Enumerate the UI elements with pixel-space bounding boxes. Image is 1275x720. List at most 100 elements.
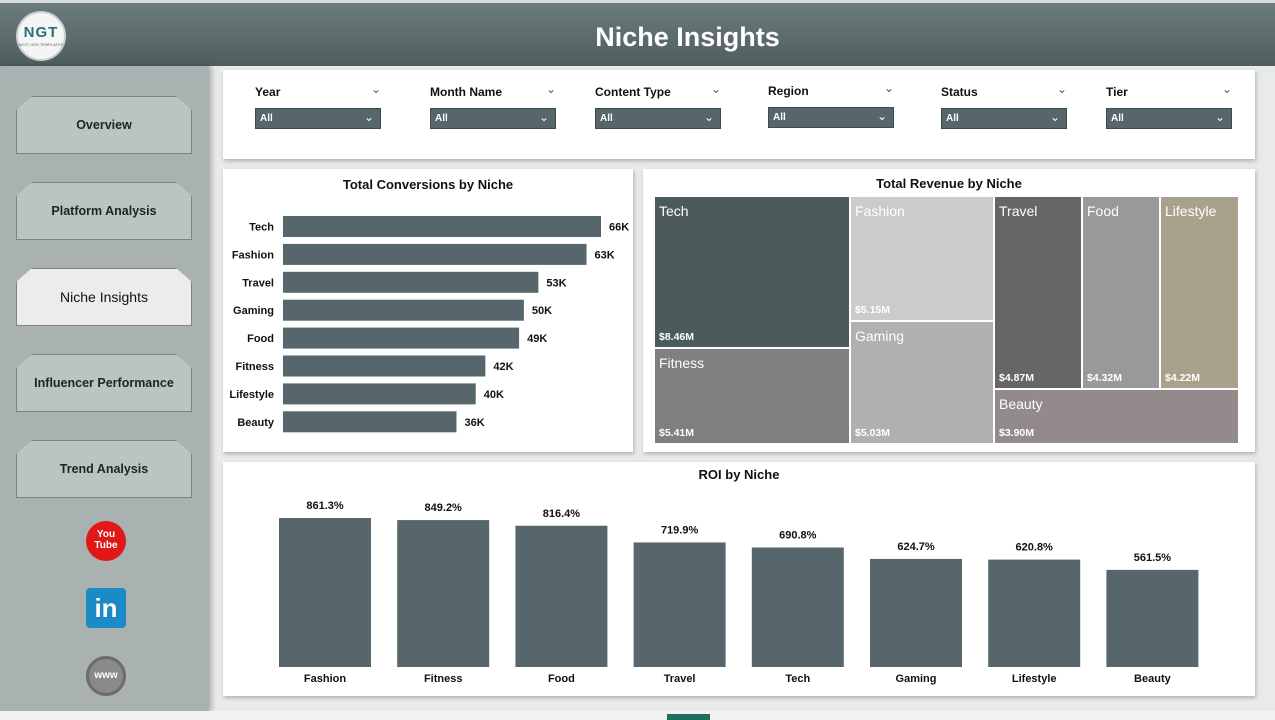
treemap-tile-label: Gaming bbox=[855, 328, 905, 344]
roi-bar[interactable] bbox=[988, 559, 1081, 667]
tier-dropdown[interactable]: All ⌄ bbox=[1106, 108, 1232, 129]
conversions-bar-chart: Tech 66K Fashion 63K Travel 53K Gaming 50K Food 4… bbox=[229, 216, 629, 433]
page-tab-bar bbox=[0, 711, 1275, 720]
logo-text: NGT bbox=[23, 24, 59, 41]
slicer-content-type-label: Content Type bbox=[595, 85, 671, 99]
youtube-icon[interactable]: You Tube bbox=[86, 521, 126, 561]
conversion-bar[interactable] bbox=[283, 271, 539, 293]
chevron-down-icon[interactable]: ⌄ bbox=[370, 82, 381, 96]
treemap-tile[interactable]: Travel $4.87M bbox=[994, 196, 1082, 389]
data-label: 66K bbox=[609, 222, 629, 234]
nav-niche-insights-button[interactable]: Niche Insights bbox=[16, 268, 192, 326]
treemap-tile[interactable]: Tech $8.46M bbox=[654, 196, 850, 348]
data-label: 50K bbox=[532, 305, 552, 317]
category-label: Fitness bbox=[235, 361, 274, 373]
treemap-tile[interactable]: Fashion $5.15M bbox=[850, 196, 994, 321]
chevron-down-icon[interactable]: ⌄ bbox=[1056, 82, 1067, 96]
slicer-status-label: Status bbox=[941, 85, 978, 99]
conversion-bar[interactable] bbox=[283, 411, 457, 433]
revenue-treemap-panel: Total Revenue by Niche Tech $8.46M Fashion… bbox=[643, 169, 1255, 452]
chevron-down-icon[interactable]: ⌄ bbox=[883, 81, 894, 95]
conversion-bar[interactable] bbox=[283, 299, 524, 321]
roi-bar[interactable] bbox=[633, 542, 726, 667]
year-dropdown[interactable]: All ⌄ bbox=[255, 108, 381, 129]
month-name-dropdown[interactable]: All ⌄ bbox=[430, 108, 556, 129]
category-label: Beauty bbox=[237, 417, 275, 429]
category-label: Fashion bbox=[304, 673, 346, 685]
linkedin-icon[interactable]: in bbox=[86, 588, 126, 628]
roi-bar[interactable] bbox=[1106, 569, 1199, 667]
chevron-down-icon: ⌄ bbox=[876, 109, 887, 123]
roi-bar[interactable] bbox=[279, 518, 371, 667]
treemap-tile[interactable]: Beauty $3.90M bbox=[994, 389, 1239, 444]
nav-trend-analysis-label: Trend Analysis bbox=[59, 462, 149, 476]
data-label: 49K bbox=[527, 333, 547, 345]
logo-subtext: NEXT GEN TEMPLATES bbox=[18, 42, 64, 47]
conversion-bar[interactable] bbox=[283, 243, 587, 265]
category-label: Tech bbox=[785, 673, 810, 685]
status-dropdown-value: All bbox=[946, 113, 959, 124]
treemap-tile[interactable]: Gaming $5.03M bbox=[850, 321, 994, 444]
status-dropdown[interactable]: All ⌄ bbox=[941, 108, 1067, 129]
website-globe-icon[interactable]: www bbox=[86, 656, 126, 696]
treemap-tile-label: Beauty bbox=[999, 396, 1043, 412]
roi-bar[interactable] bbox=[515, 525, 608, 667]
year-dropdown-value: All bbox=[260, 113, 273, 124]
treemap-tile-value: $4.87M bbox=[999, 372, 1035, 384]
data-label: 36K bbox=[464, 417, 484, 429]
treemap-tile-label: Lifestyle bbox=[1165, 203, 1217, 219]
chevron-down-icon: ⌄ bbox=[363, 110, 374, 124]
conversion-bar[interactable] bbox=[283, 216, 601, 237]
treemap-tile-value: $8.46M bbox=[659, 331, 695, 343]
sidebar: Overview Platform Analysis Niche Insight… bbox=[0, 66, 209, 711]
data-label: 849.2% bbox=[425, 502, 463, 514]
chevron-down-icon[interactable]: ⌄ bbox=[710, 82, 721, 96]
data-label: 63K bbox=[595, 249, 615, 261]
data-label: 861.3% bbox=[306, 500, 344, 512]
conversion-bar[interactable] bbox=[283, 355, 486, 377]
category-label: Gaming bbox=[896, 673, 937, 685]
treemap-tile[interactable]: Fitness $5.41M bbox=[654, 348, 850, 444]
treemap-tile[interactable]: Lifestyle $4.22M bbox=[1160, 196, 1239, 389]
category-label: Beauty bbox=[1134, 673, 1172, 685]
treemap-tile-label: Fitness bbox=[659, 355, 705, 371]
nav-niche-insights-label: Niche Insights bbox=[60, 289, 148, 305]
nav-platform-analysis-button[interactable]: Platform Analysis bbox=[16, 182, 192, 240]
data-label: 53K bbox=[546, 277, 566, 289]
content-type-dropdown[interactable]: All ⌄ bbox=[595, 108, 721, 129]
conversion-bar[interactable] bbox=[283, 383, 476, 405]
nav-overview-button[interactable]: Overview bbox=[16, 96, 192, 154]
chevron-down-icon: ⌄ bbox=[703, 110, 714, 124]
category-label: Fitness bbox=[424, 673, 463, 685]
slicer-tier-label: Tier bbox=[1106, 85, 1128, 99]
chevron-down-icon[interactable]: ⌄ bbox=[545, 82, 556, 96]
category-label: Lifestyle bbox=[1012, 673, 1057, 685]
nav-influencer-performance-button[interactable]: Influencer Performance bbox=[16, 354, 192, 412]
treemap-tile-value: $3.90M bbox=[999, 427, 1035, 439]
treemap-tile-value: $5.03M bbox=[855, 427, 891, 439]
month-dropdown-value: All bbox=[435, 113, 448, 124]
roi-bar[interactable] bbox=[751, 547, 844, 667]
nav-overview-label: Overview bbox=[76, 118, 132, 132]
treemap-tile[interactable]: Food $4.32M bbox=[1082, 196, 1160, 389]
data-label: 620.8% bbox=[1016, 542, 1054, 554]
region-dropdown-value: All bbox=[773, 112, 786, 123]
category-label: Tech bbox=[249, 222, 274, 234]
region-dropdown[interactable]: All ⌄ bbox=[768, 107, 894, 128]
tier-dropdown-value: All bbox=[1111, 113, 1124, 124]
logo: NGT NEXT GEN TEMPLATES bbox=[16, 11, 66, 61]
active-page-tab[interactable] bbox=[667, 714, 710, 720]
nav-influencer-performance-label: Influencer Performance bbox=[34, 376, 174, 390]
category-label: Gaming bbox=[233, 305, 274, 317]
category-label: Lifestyle bbox=[229, 389, 274, 401]
data-label: 719.9% bbox=[661, 524, 699, 536]
category-label: Food bbox=[548, 673, 575, 685]
category-label: Travel bbox=[242, 277, 274, 289]
roi-bar[interactable] bbox=[397, 520, 490, 667]
roi-bar[interactable] bbox=[870, 558, 962, 667]
conversion-bar[interactable] bbox=[283, 327, 520, 349]
category-label: Food bbox=[247, 333, 274, 345]
nav-trend-analysis-button[interactable]: Trend Analysis bbox=[16, 440, 192, 498]
chevron-down-icon[interactable]: ⌄ bbox=[1221, 82, 1232, 96]
roi-chart-panel: ROI by Niche 861.3% Fashion 849.2% Fitness 8… bbox=[223, 462, 1255, 696]
